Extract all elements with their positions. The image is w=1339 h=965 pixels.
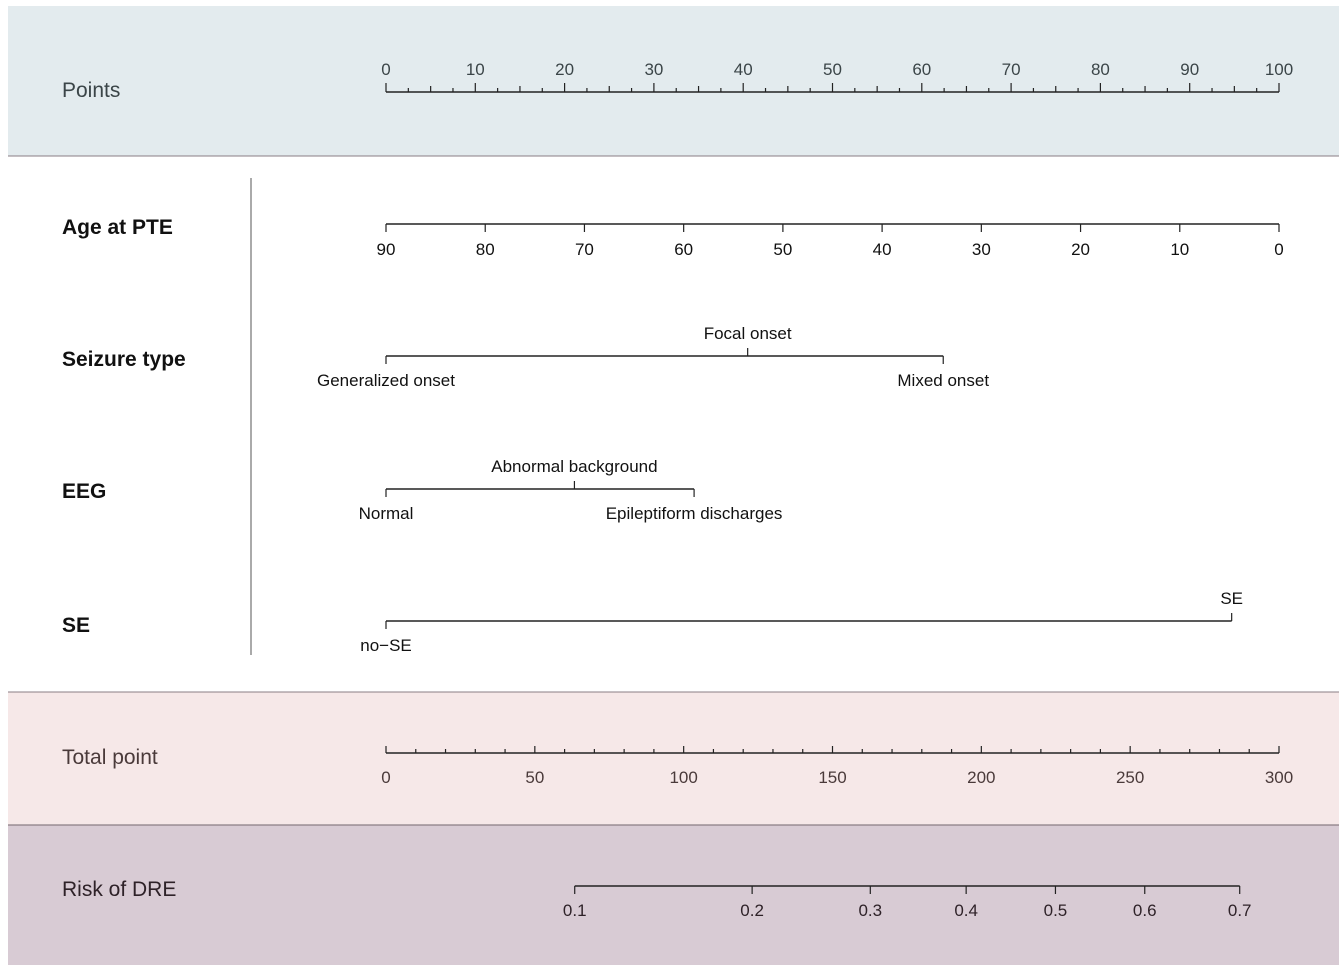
points-tick-label: 60	[912, 60, 931, 79]
total-band	[8, 692, 1339, 825]
eeg-category-label: Abnormal background	[491, 457, 657, 476]
age-tick-label: 0	[1274, 240, 1283, 259]
risk-tick-label: 0.4	[954, 901, 978, 920]
risk-tick-label: 0.1	[563, 901, 587, 920]
risk-tick-label: 0.5	[1044, 901, 1068, 920]
age-tick-label: 50	[773, 240, 792, 259]
points-tick-label: 20	[555, 60, 574, 79]
total-point-row-label: Total point	[62, 746, 158, 769]
age-tick-label: 20	[1071, 240, 1090, 259]
points-tick-label: 100	[1265, 60, 1293, 79]
points-tick-label: 70	[1002, 60, 1021, 79]
total-tick-label: 100	[669, 768, 697, 787]
points-tick-label: 80	[1091, 60, 1110, 79]
age-tick-label: 60	[674, 240, 693, 259]
points-row-label: Points	[62, 79, 120, 102]
total-tick-label: 50	[525, 768, 544, 787]
eeg-row-label: EEG	[62, 480, 106, 503]
total-tick-label: 0	[381, 768, 390, 787]
risk-tick-label: 0.6	[1133, 901, 1157, 920]
points-tick-label: 50	[823, 60, 842, 79]
total-tick-label: 200	[967, 768, 995, 787]
age-tick-label: 40	[873, 240, 892, 259]
age-tick-label: 70	[575, 240, 594, 259]
seizure-type-category-label: Mixed onset	[897, 371, 989, 390]
seizure-type-category-label: Focal onset	[704, 324, 792, 343]
total-tick-label: 300	[1265, 768, 1293, 787]
age-tick-label: 90	[377, 240, 396, 259]
risk-row-label: Risk of DRE	[62, 878, 176, 901]
seizure-type-row-label: Seizure type	[62, 348, 186, 371]
age-tick-label: 10	[1170, 240, 1189, 259]
eeg-category-label: Normal	[359, 504, 414, 523]
points-tick-label: 40	[734, 60, 753, 79]
eeg-category-label: Epileptiform discharges	[606, 504, 783, 523]
risk-tick-label: 0.7	[1228, 901, 1252, 920]
se-category-label: SE	[1220, 589, 1243, 608]
total-tick-label: 150	[818, 768, 846, 787]
se-row-label: SE	[62, 614, 90, 637]
age-row-label: Age at PTE	[62, 216, 173, 239]
seizure-type-category-label: Generalized onset	[317, 371, 455, 390]
se-category-label: no−SE	[360, 636, 412, 655]
total-tick-label: 250	[1116, 768, 1144, 787]
age-tick-label: 30	[972, 240, 991, 259]
risk-band	[8, 825, 1339, 965]
points-tick-label: 30	[644, 60, 663, 79]
points-tick-label: 10	[466, 60, 485, 79]
points-tick-label: 0	[381, 60, 390, 79]
risk-tick-label: 0.2	[740, 901, 764, 920]
risk-tick-label: 0.3	[858, 901, 882, 920]
points-band	[8, 6, 1339, 156]
points-tick-label: 90	[1180, 60, 1199, 79]
age-tick-label: 80	[476, 240, 495, 259]
